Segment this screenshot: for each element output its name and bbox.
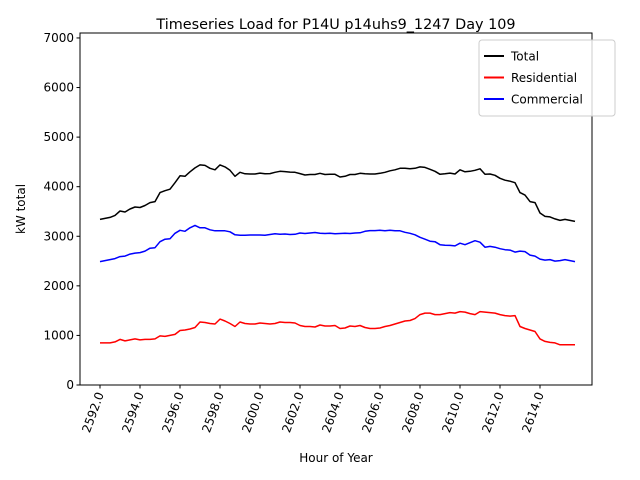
x-tick-label: 2596.0 <box>159 390 187 434</box>
x-tick-label: 2592.0 <box>79 390 107 434</box>
x-tick-label: 2614.0 <box>519 390 547 434</box>
x-tick-label: 2598.0 <box>199 390 227 434</box>
x-tick-label: 2608.0 <box>399 390 427 434</box>
series-layer <box>99 164 576 346</box>
legend-label-total: Total <box>510 50 539 64</box>
legend-label-commercial: Commercial <box>511 93 583 107</box>
y-tick-label: 6000 <box>43 81 74 95</box>
series-line-residential <box>100 310 575 346</box>
legend-box <box>478 39 616 117</box>
plot-frame <box>79 32 593 386</box>
y-tick-label: 3000 <box>43 229 74 243</box>
legend-label-residential: Residential <box>511 71 577 85</box>
x-tick-label: 2594.0 <box>119 390 147 434</box>
y-tick-label: 4000 <box>43 180 74 194</box>
x-tick-label: 2604.0 <box>319 390 347 434</box>
x-tick-label: 2610.0 <box>439 390 467 434</box>
series-line-commercial <box>99 224 576 263</box>
legend: Total Residential Commercial <box>478 39 616 117</box>
y-tick-label: 5000 <box>43 130 74 144</box>
x-tick-label: 2602.0 <box>279 390 307 434</box>
x-tick-label: 2606.0 <box>359 390 387 434</box>
x-axis-label: Hour of Year <box>299 451 373 465</box>
chart-title: Timeseries Load for P14U p14uhs9_1247 Da… <box>155 17 515 33</box>
x-tick-label: 2612.0 <box>479 390 507 434</box>
y-axis: 0 1000 2000 3000 4000 5000 6000 7000 <box>43 31 80 392</box>
y-tick-label: 7000 <box>43 31 74 45</box>
y-tick-label: 0 <box>66 378 74 392</box>
x-axis: 2592.0 2594.0 2596.0 2598.0 2600.0 2602.0 2604… <box>79 385 547 434</box>
y-tick-label: 2000 <box>43 279 74 293</box>
y-axis-label: kW total <box>14 184 28 234</box>
x-tick-label: 2600.0 <box>239 390 267 434</box>
y-tick-label: 1000 <box>43 328 74 342</box>
series-line-total <box>99 164 576 223</box>
